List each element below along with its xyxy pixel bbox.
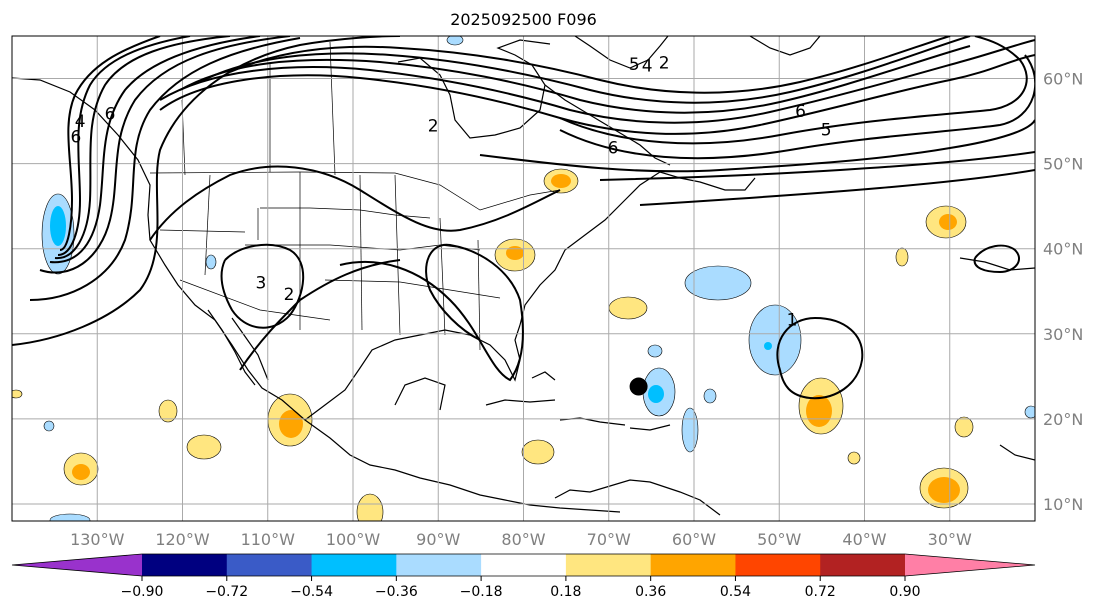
anomaly-fill-yellow — [954, 416, 974, 438]
lat-lon-grid — [12, 36, 1035, 521]
longitude-labels: 130°W 120°W 110°W 100°W 90°W 80°W 70°W 60°W 50°W… — [70, 530, 972, 549]
anomaly-fill-orange — [928, 477, 960, 503]
anomaly-fill-blue — [648, 385, 664, 403]
anomaly-fill-yellow — [356, 493, 384, 521]
colorbar-segment — [226, 554, 313, 576]
anomaly-fill-yellow — [186, 434, 222, 460]
contour-label: 6 — [105, 104, 116, 124]
latitude-label: 10°N — [1043, 495, 1083, 514]
colorbar-extend-low — [12, 554, 142, 576]
map-title: 2025092500 F096 — [450, 10, 597, 29]
colorbar-tick-label: −0.18 — [460, 584, 503, 600]
colorbar-segment — [650, 554, 736, 576]
anomaly-fill-lightblue — [703, 388, 717, 404]
anomaly-fill-orange — [551, 174, 571, 188]
contour-label: 2 — [428, 116, 439, 136]
anomaly-fill-yellow — [895, 247, 909, 267]
contour-label: 2 — [284, 285, 295, 305]
anomaly-fill-orange — [806, 395, 832, 427]
anomaly-fill-lightblue — [205, 254, 217, 270]
longitude-label: 40°W — [842, 530, 886, 549]
longitude-label: 30°W — [928, 530, 972, 549]
anomaly-fill-blue — [764, 342, 772, 350]
anomaly-fill-lightblue — [647, 344, 663, 358]
anomaly-fill-blue — [50, 206, 66, 246]
colorbar-tick-label: 0.72 — [805, 584, 836, 600]
anomaly-fill-yellow — [12, 389, 23, 399]
latitude-labels: 10°N 20°N 30°N 40°N 50°N 60°N — [1043, 70, 1083, 514]
latitude-label: 50°N — [1043, 155, 1083, 174]
latitude-label: 20°N — [1043, 410, 1083, 429]
colorbar-tick-label: −0.36 — [375, 584, 418, 600]
colorbar-segment — [820, 554, 906, 576]
anomaly-fill-yellow — [158, 399, 178, 423]
anomaly-fill-yellow — [521, 439, 555, 465]
map-frame — [11, 35, 1036, 522]
contour-label: 6 — [795, 102, 806, 122]
colorbar-tick-label: 0.36 — [635, 584, 666, 600]
longitude-label: 50°W — [757, 530, 801, 549]
anomaly-fill-lightblue — [681, 407, 699, 453]
longitude-label: 60°W — [672, 530, 716, 549]
anomaly-fill-orange — [506, 246, 524, 260]
latitude-label: 60°N — [1043, 70, 1083, 89]
colorbar-segment — [311, 554, 397, 576]
colorbar-segment — [735, 554, 821, 576]
anomaly-fill-orange — [279, 410, 303, 438]
contour-label: 5 — [821, 121, 832, 141]
colorbar-tick-label: −0.90 — [121, 584, 164, 600]
colorbar-extend-high — [905, 554, 1035, 576]
colorbar-tick-label: 0.54 — [720, 584, 751, 600]
contour-label: 1 — [787, 310, 798, 330]
anomaly-contours — [12, 36, 1035, 400]
colorbar: −0.90 −0.72 −0.54 −0.36 −0.18 0.18 0.36 0.54 0.7… — [11, 553, 1036, 600]
colorbar-segment — [396, 554, 482, 576]
longitude-label: 100°W — [326, 530, 381, 549]
contour-label: 6 — [608, 138, 619, 158]
anomaly-fill-yellow — [608, 296, 648, 320]
longitude-label: 120°W — [155, 530, 210, 549]
contour-label: 2 — [659, 53, 670, 73]
longitude-label: 110°W — [241, 530, 296, 549]
anomaly-fill-lightblue — [49, 513, 91, 521]
anomaly-fill-lightblue — [684, 265, 752, 301]
contour-label: 6 — [71, 127, 82, 147]
anomaly-fill-orange — [72, 464, 90, 480]
anomaly-shading — [12, 36, 1035, 521]
longitude-label: 80°W — [501, 530, 545, 549]
anomaly-fill-orange — [939, 214, 957, 230]
colorbar-tick-label: −0.54 — [290, 584, 333, 600]
anomaly-fill-lightblue — [1024, 405, 1035, 419]
contour-label: 3 — [256, 274, 267, 294]
storm-center-marker — [629, 377, 648, 396]
colorbar-segment — [481, 554, 567, 576]
longitude-label: 70°W — [587, 530, 631, 549]
colorbar-segment — [565, 554, 652, 576]
anomaly-fill-lightblue — [43, 420, 55, 432]
latitude-label: 40°N — [1043, 240, 1083, 259]
colorbar-tick-label: −0.72 — [205, 584, 248, 600]
contour-label: 4 — [642, 57, 653, 77]
contour-label: 4 — [75, 112, 86, 132]
colorbar-segment — [142, 554, 228, 576]
political-borders — [149, 41, 561, 351]
anomaly-fill-lightblue — [446, 36, 464, 46]
colorbar-tick-label: 0.90 — [889, 584, 920, 600]
anomaly-fill-lightblue — [748, 304, 802, 376]
longitude-label: 130°W — [70, 530, 125, 549]
contour-label: 5 — [629, 55, 640, 75]
colorbar-tick-label: 0.18 — [550, 584, 581, 600]
longitude-label: 90°W — [416, 530, 460, 549]
latitude-label: 30°N — [1043, 325, 1083, 344]
anomaly-fill-yellow — [847, 451, 861, 465]
